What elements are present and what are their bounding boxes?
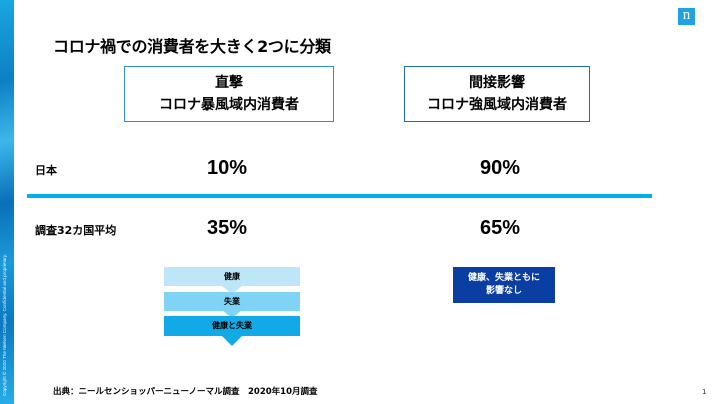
no-impact-line1: 健康、失業ともに (467, 273, 540, 283)
arrow-down-icon (222, 336, 242, 346)
category-direct-title: 直撃 (215, 75, 243, 91)
impact-step-health-and-unemployment: 健康と失業 (164, 316, 300, 336)
impact-step-unemployment: 失業 (164, 292, 300, 311)
average-indirect-value: 65% (480, 217, 521, 239)
arrow-down-icon (222, 286, 242, 294)
copyright-notice: Copyright © 2020 The Nielsen Company. Co… (2, 253, 7, 396)
source-note: 出典：ニールセンショッパーニューノーマル調査 2020年10月調査 (53, 387, 318, 397)
average-direct-value: 35% (207, 217, 248, 239)
arrow-down-icon (222, 310, 242, 318)
category-indirect-subtitle: コロナ強風域内消費者 (427, 97, 567, 113)
category-indirect-title: 間接影響 (469, 75, 525, 91)
page-number: 1 (702, 388, 707, 396)
category-direct-box: 直撃 コロナ暴風域内消費者 (124, 66, 334, 122)
row-divider (27, 194, 652, 198)
row-label-32-country-average: 調査32カ国平均 (35, 224, 117, 237)
impact-step-health: 健康 (164, 267, 300, 286)
category-direct-subtitle: コロナ暴風域内消費者 (159, 97, 299, 113)
nielsen-logo-icon: n (678, 8, 695, 25)
decorative-side-band (0, 0, 14, 404)
no-impact-line2: 影響なし (485, 286, 522, 296)
page-title: コロナ禍での消費者を大きく2つに分類 (53, 37, 331, 56)
row-label-japan: 日本 (35, 164, 57, 177)
japan-indirect-value: 90% (480, 157, 521, 179)
japan-direct-value: 10% (207, 157, 248, 179)
category-indirect-box: 間接影響 コロナ強風域内消費者 (404, 66, 590, 122)
no-impact-label: 健康、失業ともに 影響なし (453, 267, 555, 303)
